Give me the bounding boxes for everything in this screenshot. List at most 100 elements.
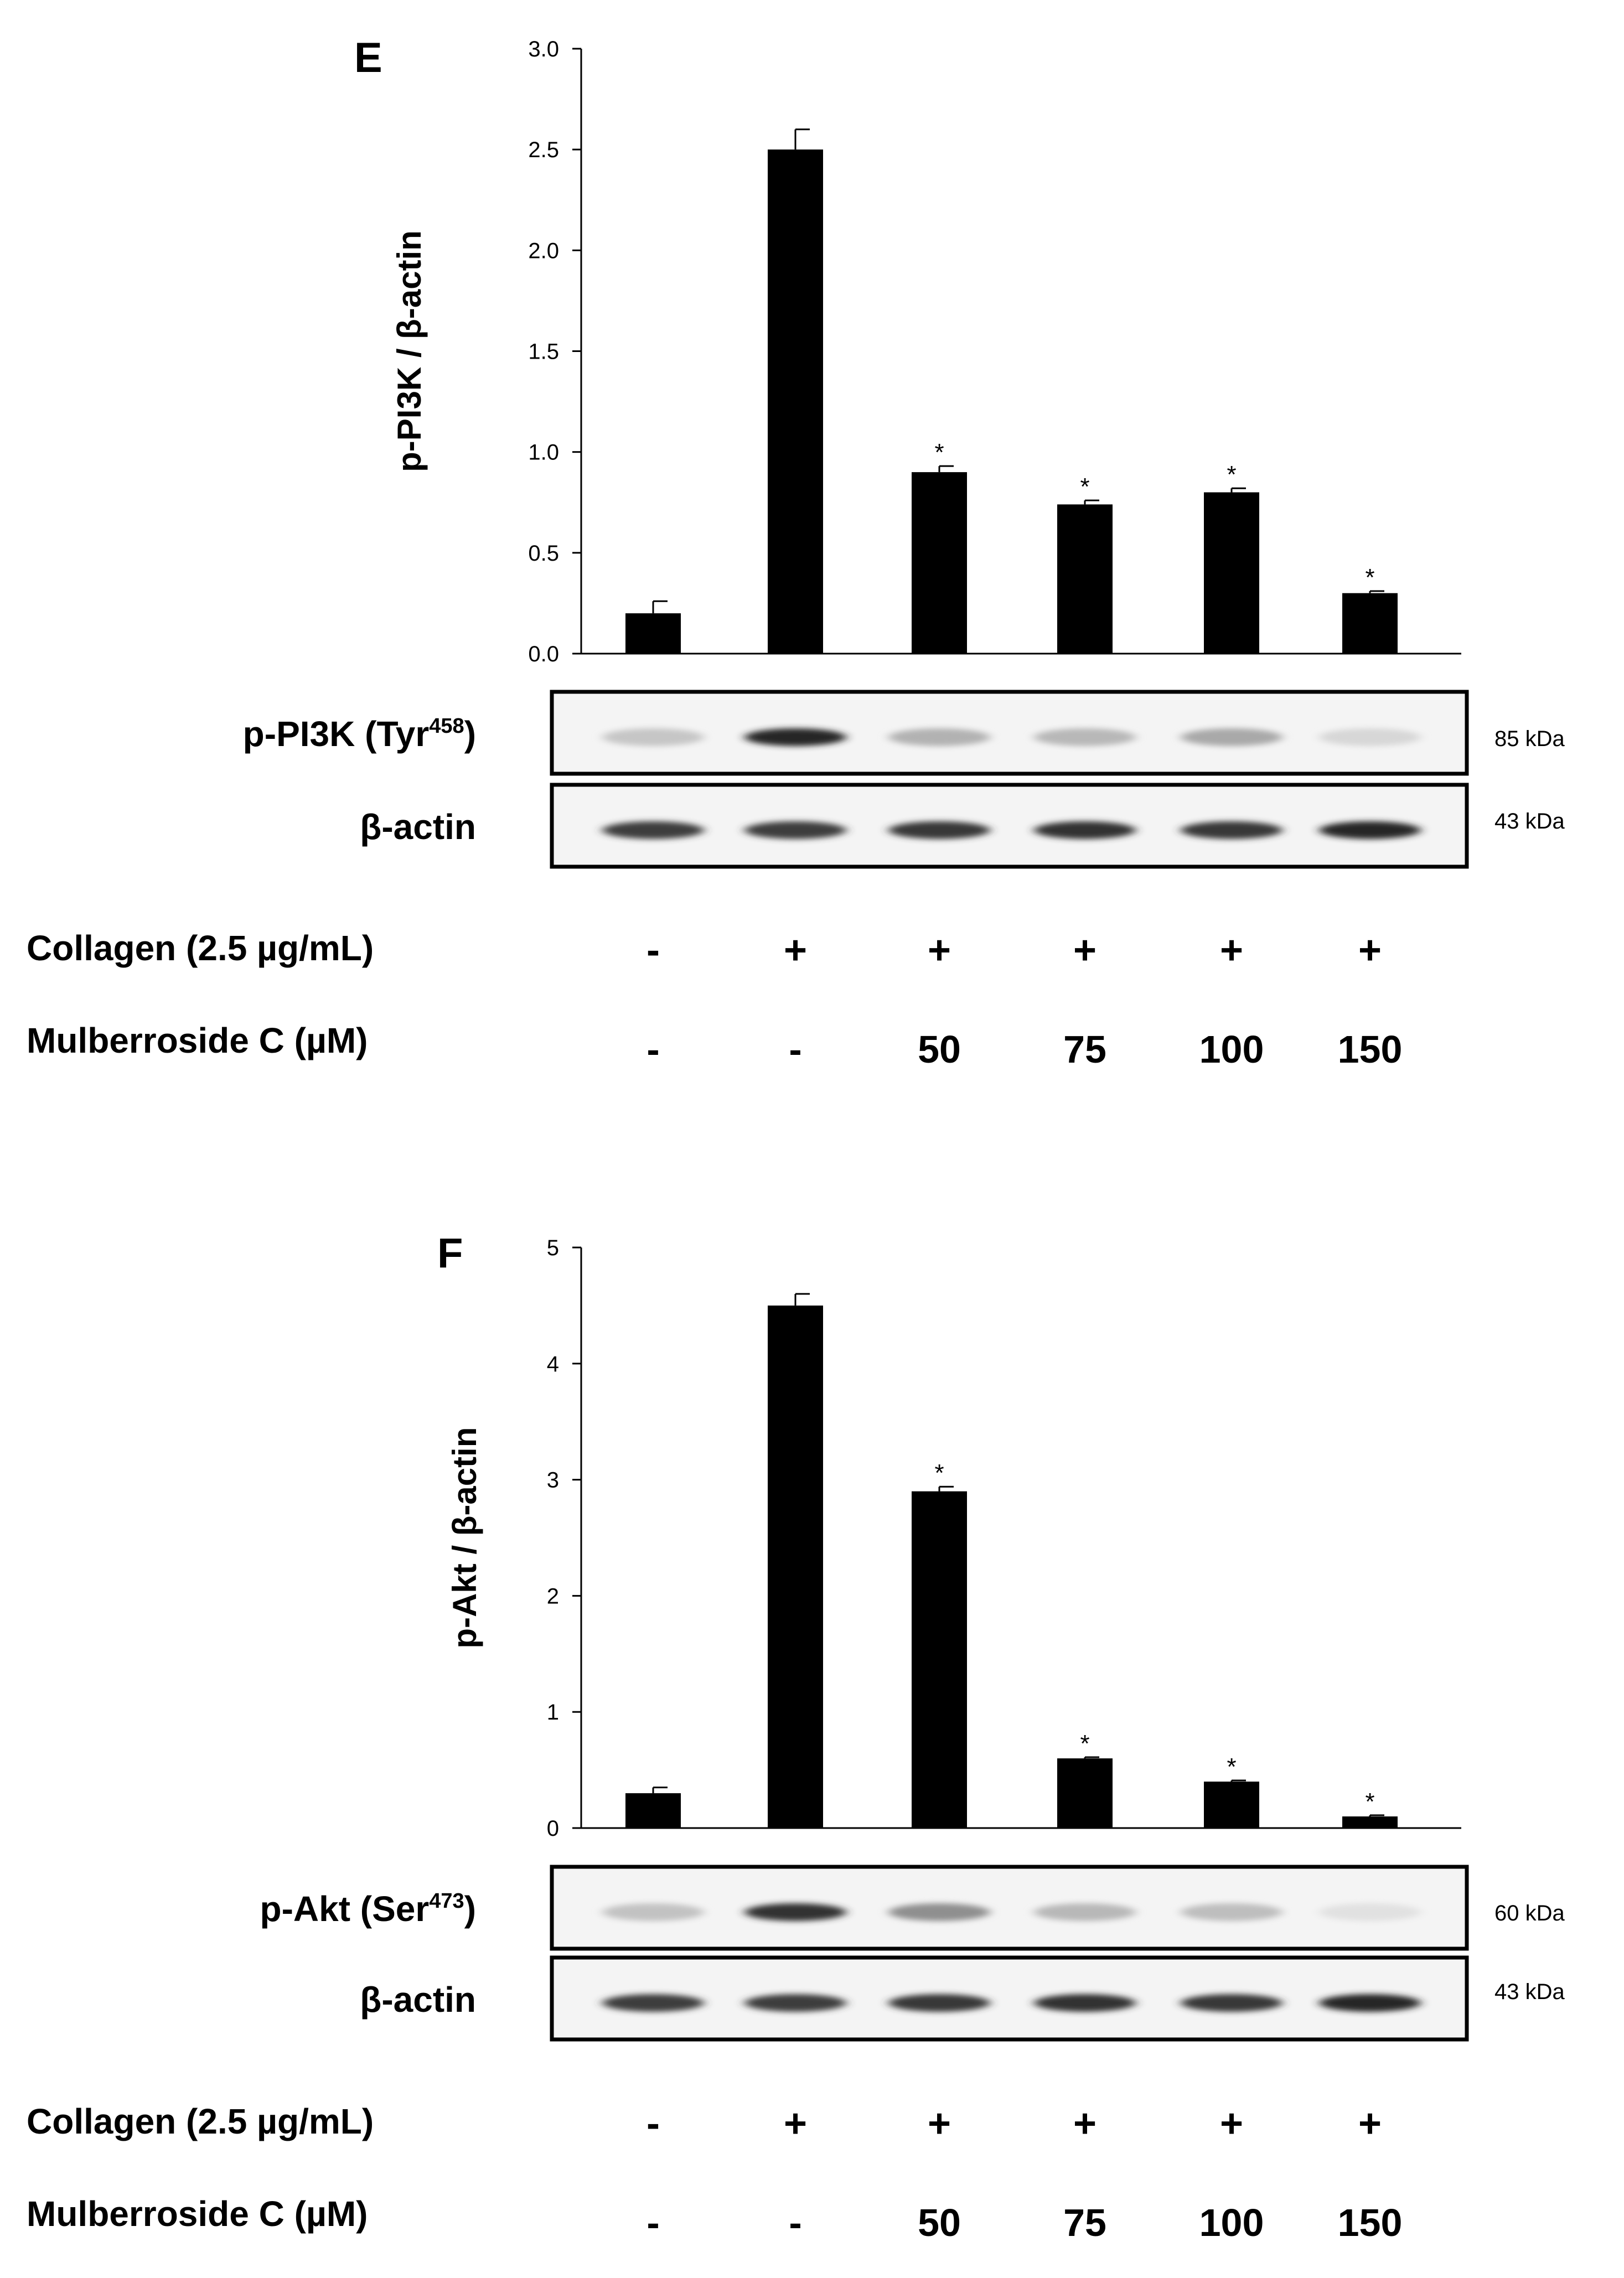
blot-band bbox=[1319, 1994, 1421, 2012]
blot-label: p-PI3K (Tyr458) bbox=[243, 714, 476, 754]
blot-strip: β-actin 43 kDa bbox=[360, 1955, 1565, 2042]
blot-band bbox=[1181, 821, 1282, 839]
blot-band bbox=[1034, 728, 1136, 746]
bar bbox=[1342, 593, 1398, 654]
mulberroside-dose: - bbox=[789, 2201, 801, 2244]
blot-size: 43 kDa bbox=[1494, 809, 1565, 833]
mulberroside-dose: 100 bbox=[1199, 2201, 1264, 2244]
collagen-sign: + bbox=[1220, 928, 1243, 972]
mulberroside-dose: 75 bbox=[1063, 2201, 1106, 2244]
y-tick-label: 4 bbox=[547, 1352, 559, 1376]
bar bbox=[1204, 1782, 1259, 1828]
blot-size: 85 kDa bbox=[1494, 727, 1565, 751]
y-tick-label: 1.5 bbox=[528, 340, 559, 364]
collagen-label: Collagen (2.5 µg/mL) bbox=[27, 928, 374, 968]
collagen-sign: + bbox=[1220, 2101, 1243, 2146]
significance-marker: * bbox=[1365, 564, 1374, 591]
mulberroside-dose: - bbox=[647, 1028, 659, 1071]
y-tick-label: 3 bbox=[547, 1468, 559, 1493]
significance-marker: * bbox=[1227, 461, 1236, 488]
bar bbox=[625, 1793, 681, 1828]
significance-marker: * bbox=[934, 1459, 944, 1487]
blot-label: β-actin bbox=[360, 1980, 476, 2020]
mulberroside-dose: 50 bbox=[918, 1028, 961, 1071]
blot-band bbox=[888, 1994, 990, 2012]
blot-band bbox=[1034, 1903, 1136, 1921]
blot-band bbox=[888, 728, 990, 746]
blot-protein: β-actin bbox=[360, 1980, 476, 2020]
collagen-sign: + bbox=[784, 928, 807, 972]
y-tick-label: 0.5 bbox=[528, 541, 559, 566]
collagen-sign: - bbox=[647, 928, 660, 972]
bar bbox=[1057, 1758, 1113, 1828]
y-tick-label: 2.5 bbox=[528, 138, 559, 162]
blot-band bbox=[1181, 728, 1282, 746]
chart-panel-E: E 0.0 0.5 1.0 1.5 2.0 2.5 3.0 p-PI3K / β-actin * *… bbox=[27, 34, 1565, 1071]
blot-label-close: ) bbox=[464, 1889, 476, 1929]
mulberroside-dose: - bbox=[789, 1028, 801, 1071]
blot-frame bbox=[550, 1865, 1469, 1951]
panels: E 0.0 0.5 1.0 1.5 2.0 2.5 3.0 p-PI3K / β-actin * *… bbox=[27, 34, 1565, 2244]
significance-marker: * bbox=[934, 439, 944, 466]
significance-marker: * bbox=[1365, 1788, 1374, 1815]
bar bbox=[912, 472, 967, 654]
blot-frame bbox=[550, 690, 1469, 776]
blot-band bbox=[744, 1903, 846, 1921]
mulberroside-label: Mulberroside C (µM) bbox=[27, 1021, 368, 1060]
blot-protein: p-PI3K (Tyr bbox=[243, 714, 430, 754]
blot-protein: β-actin bbox=[360, 807, 476, 847]
blot-strip: p-Akt (Ser473) 60 kDa bbox=[260, 1865, 1565, 1951]
mulberroside-dose: 100 bbox=[1199, 1028, 1264, 1071]
blot-label: p-Akt (Ser473) bbox=[260, 1889, 476, 1929]
panel-letter: E bbox=[354, 34, 382, 81]
y-axis-label: p-PI3K / β-actin bbox=[391, 230, 428, 472]
significance-marker: * bbox=[1227, 1753, 1236, 1780]
collagen-sign: + bbox=[1358, 928, 1382, 972]
blot-band bbox=[1034, 821, 1136, 839]
y-tick-label: 3.0 bbox=[528, 37, 559, 61]
mulberroside-dose: 50 bbox=[918, 2201, 961, 2244]
collagen-sign: + bbox=[928, 2101, 951, 2146]
y-tick-label: 1 bbox=[547, 1700, 559, 1725]
mulberroside-dose: 150 bbox=[1338, 2201, 1403, 2244]
bar bbox=[625, 613, 681, 654]
collagen-sign: + bbox=[1358, 2101, 1382, 2146]
bar bbox=[912, 1491, 967, 1828]
blot-site-superscript: 458 bbox=[429, 715, 464, 738]
blot-site-superscript: 473 bbox=[429, 1889, 464, 1913]
blot-protein: p-Akt (Ser bbox=[260, 1889, 429, 1929]
collagen-sign: + bbox=[1073, 928, 1097, 972]
panel-letter: F bbox=[437, 1230, 463, 1277]
blot-band bbox=[744, 728, 846, 746]
y-tick-label: 2.0 bbox=[528, 239, 559, 263]
blot-band bbox=[1181, 1994, 1282, 2012]
blot-strip: p-PI3K (Tyr458) 85 kDa bbox=[243, 690, 1565, 776]
blot-band bbox=[1181, 1903, 1282, 1921]
y-axis-label: p-Akt / β-actin bbox=[446, 1427, 483, 1649]
y-tick-label: 0 bbox=[547, 1816, 559, 1841]
y-tick-label: 0.0 bbox=[528, 642, 559, 666]
collagen-label: Collagen (2.5 µg/mL) bbox=[27, 2101, 374, 2141]
blot-band bbox=[744, 1994, 846, 2012]
blot-size: 60 kDa bbox=[1494, 1901, 1565, 1925]
collagen-sign: + bbox=[784, 2101, 807, 2146]
blot-band bbox=[602, 821, 704, 839]
mulberroside-dose: 150 bbox=[1338, 1028, 1403, 1071]
y-tick-label: 1.0 bbox=[528, 441, 559, 465]
blot-band bbox=[1034, 1994, 1136, 2012]
bar bbox=[1204, 492, 1259, 654]
mulberroside-label: Mulberroside C (µM) bbox=[27, 2194, 368, 2234]
significance-marker: * bbox=[1080, 1730, 1089, 1757]
mulberroside-dose: 75 bbox=[1063, 1028, 1106, 1071]
blot-frame bbox=[550, 1955, 1469, 2042]
blot-band bbox=[888, 821, 990, 839]
blot-strip: β-actin 43 kDa bbox=[360, 783, 1565, 869]
blot-band bbox=[1319, 821, 1421, 839]
collagen-sign: - bbox=[647, 2101, 660, 2146]
blot-band bbox=[744, 821, 846, 839]
y-tick-label: 5 bbox=[547, 1236, 559, 1260]
significance-marker: * bbox=[1080, 473, 1089, 500]
bar bbox=[768, 149, 823, 654]
blot-label-close: ) bbox=[464, 714, 476, 754]
